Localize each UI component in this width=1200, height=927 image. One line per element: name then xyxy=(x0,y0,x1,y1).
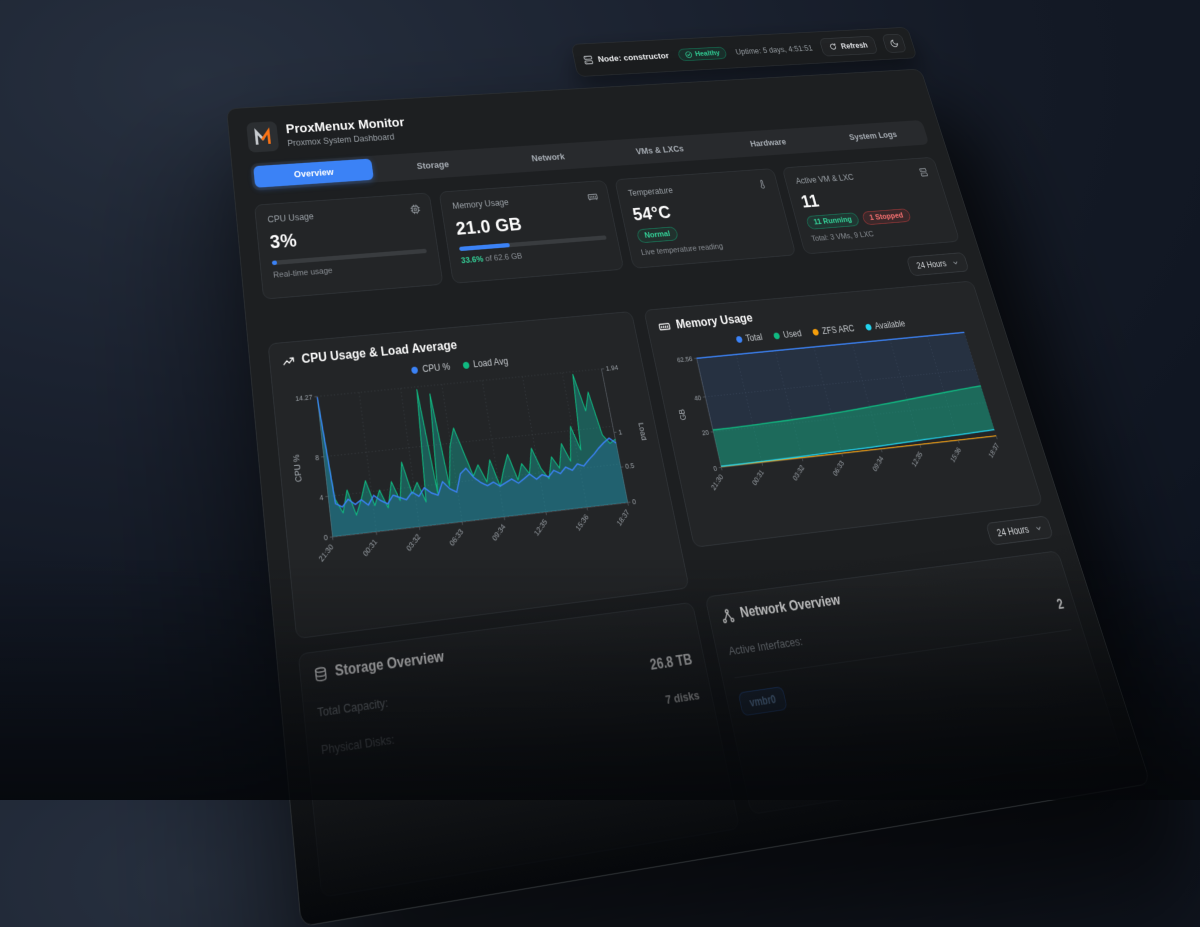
hard-drive-icon xyxy=(313,664,329,683)
proxmenux-logo xyxy=(246,121,279,153)
temperature-status-badge: Normal xyxy=(636,226,678,243)
interface-badge-vmbr0: vmbr0 xyxy=(738,686,788,716)
chevron-down-icon xyxy=(1034,523,1044,533)
svg-text:15:36: 15:36 xyxy=(949,445,963,464)
svg-text:21:30: 21:30 xyxy=(318,542,336,564)
moon-icon xyxy=(889,39,900,48)
memory-chart: 21:30 00:31 03:32 06:33 09:34 12:35 15:36 18:37… xyxy=(664,323,1029,535)
tab-system-logs[interactable]: System Logs xyxy=(819,123,926,149)
svg-text:14.27: 14.27 xyxy=(295,394,314,404)
svg-text:21:30: 21:30 xyxy=(710,472,726,492)
legend-used[interactable]: Used xyxy=(773,328,803,341)
temperature-card: Temperature 54°C Normal Live temperature… xyxy=(614,168,796,268)
svg-text:8: 8 xyxy=(315,454,320,463)
cpu-load-chart-card: CPU Usage & Load Average CPU % Load Avg … xyxy=(268,311,690,639)
svg-text:12:35: 12:35 xyxy=(911,450,925,469)
svg-text:62.56: 62.56 xyxy=(676,355,694,364)
svg-text:4: 4 xyxy=(319,493,325,502)
svg-text:Load: Load xyxy=(636,422,647,441)
svg-text:0: 0 xyxy=(632,498,638,507)
network-title: Network Overview xyxy=(739,592,843,622)
ram-icon xyxy=(586,191,598,203)
tab-hardware[interactable]: Hardware xyxy=(713,129,822,156)
legend-total[interactable]: Total xyxy=(735,332,764,345)
svg-text:03:32: 03:32 xyxy=(792,463,807,483)
memory-chart-card: Memory Usage Total Used ZFS ARC Availabl… xyxy=(644,281,1044,548)
svg-text:12:35: 12:35 xyxy=(533,517,550,538)
svg-text:20: 20 xyxy=(701,429,710,438)
memory-chart-title: Memory Usage xyxy=(675,311,754,332)
storage-disks-value: 7 disks xyxy=(664,688,700,707)
storage-title: Storage Overview xyxy=(334,649,445,681)
time-range-select-bottom[interactable]: 24 Hours xyxy=(986,515,1054,545)
storage-capacity-value: 26.8 TB xyxy=(649,652,694,674)
node-info: Node: constructor xyxy=(582,51,670,65)
refresh-icon xyxy=(828,43,838,51)
trending-up-icon xyxy=(281,353,296,368)
active-vm-lxc-card: Active VM & LXC 11 11 Running 1 Stopped … xyxy=(782,157,960,254)
memory-card-title: Memory Usage xyxy=(452,197,510,211)
uptime-text: Uptime: 5 days, 4:51:51 xyxy=(735,44,814,57)
thermometer-icon xyxy=(756,179,768,190)
svg-text:09:34: 09:34 xyxy=(491,522,508,543)
vm-card-title: Active VM & LXC xyxy=(795,173,855,186)
svg-text:00:31: 00:31 xyxy=(751,468,766,488)
tab-network[interactable]: Network xyxy=(490,144,605,172)
svg-text:18:37: 18:37 xyxy=(616,508,632,529)
svg-text:1.94: 1.94 xyxy=(605,364,619,373)
svg-text:06:33: 06:33 xyxy=(832,459,847,479)
storage-overview-card: Storage Overview Total Capacity: 26.8 TB… xyxy=(298,602,740,898)
tab-vms-lxcs[interactable]: VMs & LXCs xyxy=(604,136,716,163)
server-icon xyxy=(582,55,594,65)
dashboard-panel: ProxMenux Monitor Proxmox System Dashboa… xyxy=(226,69,1151,927)
temperature-card-title: Temperature xyxy=(627,186,673,199)
svg-text:09:34: 09:34 xyxy=(871,454,886,473)
svg-text:GB: GB xyxy=(679,408,689,421)
tab-storage[interactable]: Storage xyxy=(374,151,492,180)
check-circle-icon xyxy=(684,51,693,59)
svg-text:1: 1 xyxy=(618,428,624,437)
theme-toggle-button[interactable] xyxy=(882,34,907,53)
cpu-usage-card: CPU Usage 3% Real-time usage xyxy=(254,192,443,299)
m-logo-icon xyxy=(251,126,274,148)
svg-text:0.5: 0.5 xyxy=(625,462,636,472)
svg-text:CPU %: CPU % xyxy=(293,454,304,482)
cpu-card-title: CPU Usage xyxy=(267,211,314,224)
refresh-button[interactable]: Refresh xyxy=(819,36,878,57)
network-nodes-icon xyxy=(720,607,736,624)
svg-text:00:31: 00:31 xyxy=(362,537,380,559)
svg-text:0: 0 xyxy=(713,464,719,473)
vm-stopped-badge: 1 Stopped xyxy=(861,208,911,225)
ram-icon xyxy=(657,319,672,333)
cpu-load-chart: 21:30 00:31 03:32 06:33 09:34 12:35 15:36 18:37… xyxy=(285,356,674,615)
cpu-chip-icon xyxy=(409,204,421,215)
svg-text:40: 40 xyxy=(693,394,702,403)
svg-text:15:36: 15:36 xyxy=(574,512,591,533)
top-status-bar: Node: constructor Healthy Uptime: 5 days… xyxy=(571,27,918,77)
memory-usage-card: Memory Usage 21.0 GB 33.6% of 62.6 GB xyxy=(439,180,625,284)
chevron-down-icon xyxy=(951,259,960,267)
time-range-select-top[interactable]: 24 Hours xyxy=(906,252,969,276)
node-label: Node: constructor xyxy=(597,51,670,64)
memory-usage-value: 21.0 GB xyxy=(454,207,604,240)
svg-text:06:33: 06:33 xyxy=(448,527,465,548)
tab-overview[interactable]: Overview xyxy=(253,159,374,188)
tilted-dashboard: Node: constructor Healthy Uptime: 5 days… xyxy=(222,27,1151,927)
network-overview-card: Network Overview Active Interfaces: 2 vm… xyxy=(705,550,1123,814)
server-stack-icon xyxy=(918,167,930,177)
network-interfaces-value: 2 xyxy=(1056,598,1066,614)
health-badge: Healthy xyxy=(677,46,728,61)
svg-text:0: 0 xyxy=(323,534,329,544)
vm-running-badge: 11 Running xyxy=(805,212,860,229)
cpu-usage-value: 3% xyxy=(269,220,425,254)
content-grid: CPU Usage & Load Average CPU % Load Avg … xyxy=(268,281,1126,898)
svg-text:18:37: 18:37 xyxy=(988,441,1002,460)
svg-text:03:32: 03:32 xyxy=(405,532,423,553)
